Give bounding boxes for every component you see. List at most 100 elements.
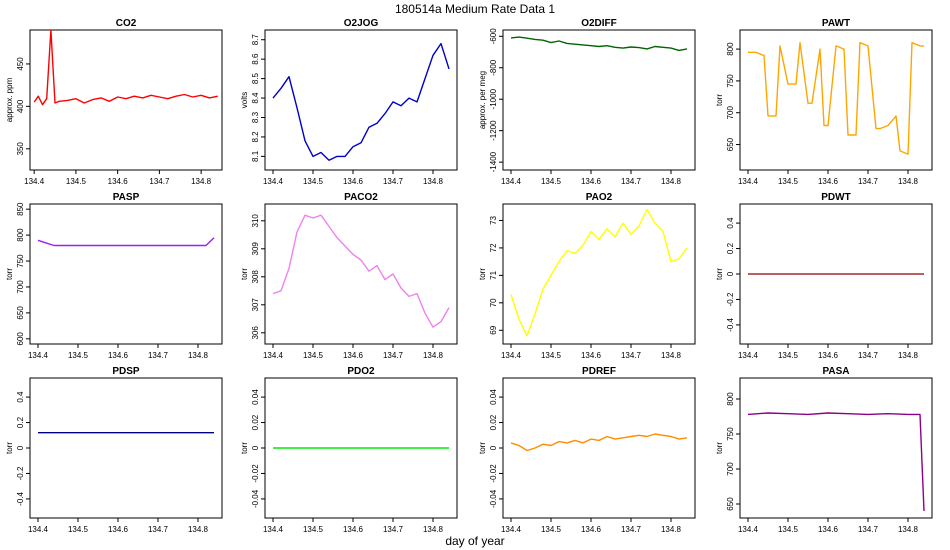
x-tick-label: 134.5 [303, 177, 324, 186]
panel-title: O2DIFF [581, 18, 617, 29]
y-tick-label: -1200 [489, 120, 498, 141]
x-tick-label: 134.6 [818, 177, 839, 186]
panel-title: CO2 [116, 18, 137, 29]
x-tick-label: 134.4 [501, 351, 522, 360]
x-tick-label: 134.8 [661, 177, 682, 186]
panel-title: PACO2 [344, 192, 378, 203]
plot-frame [29, 203, 223, 345]
panel-title: PAO2 [586, 192, 613, 203]
panel-paco2: PACO2 134.4 134.5 134.6 134.7 134.8 306 307 308 3… [240, 192, 458, 360]
panel-title: O2JOG [344, 18, 379, 29]
y-tick-label: 750 [16, 254, 25, 268]
y-tick-label: 700 [726, 106, 735, 120]
x-tick-label: 134.6 [581, 525, 602, 534]
panel-pdwt: PDWT 134.4 134.5 134.6 134.7 134.8 -0.4 -0.2 0 0.… [715, 192, 933, 360]
y-tick-label: 306 [251, 326, 260, 340]
y-tick-label: 69 [489, 325, 498, 334]
x-tick-label: 134.7 [148, 525, 169, 534]
plot-frame [502, 29, 696, 171]
y-tick-label: -0.04 [489, 489, 498, 508]
plot-frame [29, 29, 223, 171]
y-tick-label: -0.2 [16, 466, 25, 480]
y-axis-label: torr [5, 268, 14, 280]
y-tick-label: 650 [16, 306, 25, 320]
y-tick-label: -0.02 [489, 464, 498, 483]
y-tick-label: 0.04 [251, 389, 260, 405]
panel-title: PDWT [821, 192, 850, 203]
y-tick-label: -0.02 [251, 464, 260, 483]
y-tick-label: 8.5 [251, 73, 260, 85]
y-tick-label: 700 [16, 280, 25, 294]
y-axis-label: torr [5, 442, 14, 454]
y-tick-label: 0.04 [489, 389, 498, 405]
series-line-pao2 [510, 208, 688, 337]
y-axis-label: torr [240, 268, 249, 280]
x-tick-label: 134.8 [423, 525, 444, 534]
y-tick-label: 8.2 [251, 131, 260, 143]
x-tick-label: 134.4 [263, 525, 284, 534]
panel-title: PDO2 [347, 366, 375, 377]
x-tick-label: 134.4 [263, 177, 284, 186]
y-tick-label: 0.4 [16, 391, 25, 403]
x-tick-label: 134.6 [818, 351, 839, 360]
x-tick-label: 134.8 [191, 177, 212, 186]
y-axis-label: volts [240, 92, 249, 108]
y-tick-label: -0.04 [251, 489, 260, 508]
x-tick-label: 134.7 [148, 351, 169, 360]
figure-xlabel: day of year [445, 534, 504, 548]
panel-co2: CO2 134.4 134.5 134.6 134.7 134.8 350 400 450app… [5, 18, 223, 186]
panel-pasa: PASA 134.4 134.5 134.6 134.7 134.8 650 700 750 80… [715, 366, 933, 534]
x-tick-label: 134.6 [343, 177, 364, 186]
plot-frame [739, 377, 933, 519]
y-tick-label: 400 [16, 99, 25, 113]
y-tick-label: 0.02 [251, 414, 260, 430]
x-tick-label: 134.7 [858, 177, 879, 186]
x-tick-label: 134.5 [66, 177, 87, 186]
x-tick-label: 134.4 [738, 177, 759, 186]
x-tick-label: 134.4 [501, 177, 522, 186]
y-tick-label: 800 [16, 228, 25, 242]
x-tick-label: 134.8 [898, 525, 919, 534]
x-tick-label: 134.7 [383, 351, 404, 360]
y-tick-label: 0.02 [489, 414, 498, 430]
y-tick-label: 307 [251, 298, 260, 312]
series-line-pasa [747, 412, 925, 512]
x-tick-label: 134.8 [661, 351, 682, 360]
x-tick-label: 134.6 [343, 525, 364, 534]
y-tick-label: 0.2 [726, 242, 735, 254]
panel-title: PDREF [582, 366, 616, 377]
panel-o2jog: O2JOG 134.4 134.5 134.6 134.7 134.8 8.1 8.2 8.3 8… [240, 18, 458, 186]
figure-title: 180514a Medium Rate Data 1 [395, 2, 555, 16]
x-tick-label: 134.6 [581, 351, 602, 360]
y-tick-label: 72 [489, 243, 498, 252]
x-tick-label: 134.4 [738, 525, 759, 534]
y-axis-label: torr [715, 268, 724, 280]
y-axis-label: torr [478, 442, 487, 454]
y-tick-label: 309 [251, 242, 260, 256]
x-tick-label: 134.8 [898, 351, 919, 360]
panel-title: PASP [113, 192, 140, 203]
y-tick-label: -0.4 [726, 317, 735, 331]
series-line-o2diff [510, 36, 688, 52]
y-tick-label: 650 [726, 497, 735, 511]
x-tick-label: 134.5 [778, 351, 799, 360]
y-tick-label: 8.7 [251, 34, 260, 46]
x-tick-label: 134.7 [858, 525, 879, 534]
y-tick-label: 308 [251, 270, 260, 284]
x-tick-label: 134.5 [778, 177, 799, 186]
y-tick-label: 0 [251, 445, 260, 450]
x-tick-label: 134.8 [661, 525, 682, 534]
x-tick-label: 134.6 [108, 177, 129, 186]
y-tick-label: 73 [489, 215, 498, 224]
y-tick-label: 600 [16, 332, 25, 346]
x-tick-label: 134.4 [738, 351, 759, 360]
y-axis-label: torr [240, 442, 249, 454]
y-tick-label: -0.2 [726, 292, 735, 306]
x-tick-label: 134.8 [188, 525, 209, 534]
y-tick-label: 0 [489, 445, 498, 450]
x-tick-label: 134.8 [188, 351, 209, 360]
x-tick-label: 134.5 [68, 351, 89, 360]
y-tick-label: 350 [16, 142, 25, 156]
plot-frame [502, 377, 696, 519]
y-tick-label: -600 [489, 28, 498, 45]
